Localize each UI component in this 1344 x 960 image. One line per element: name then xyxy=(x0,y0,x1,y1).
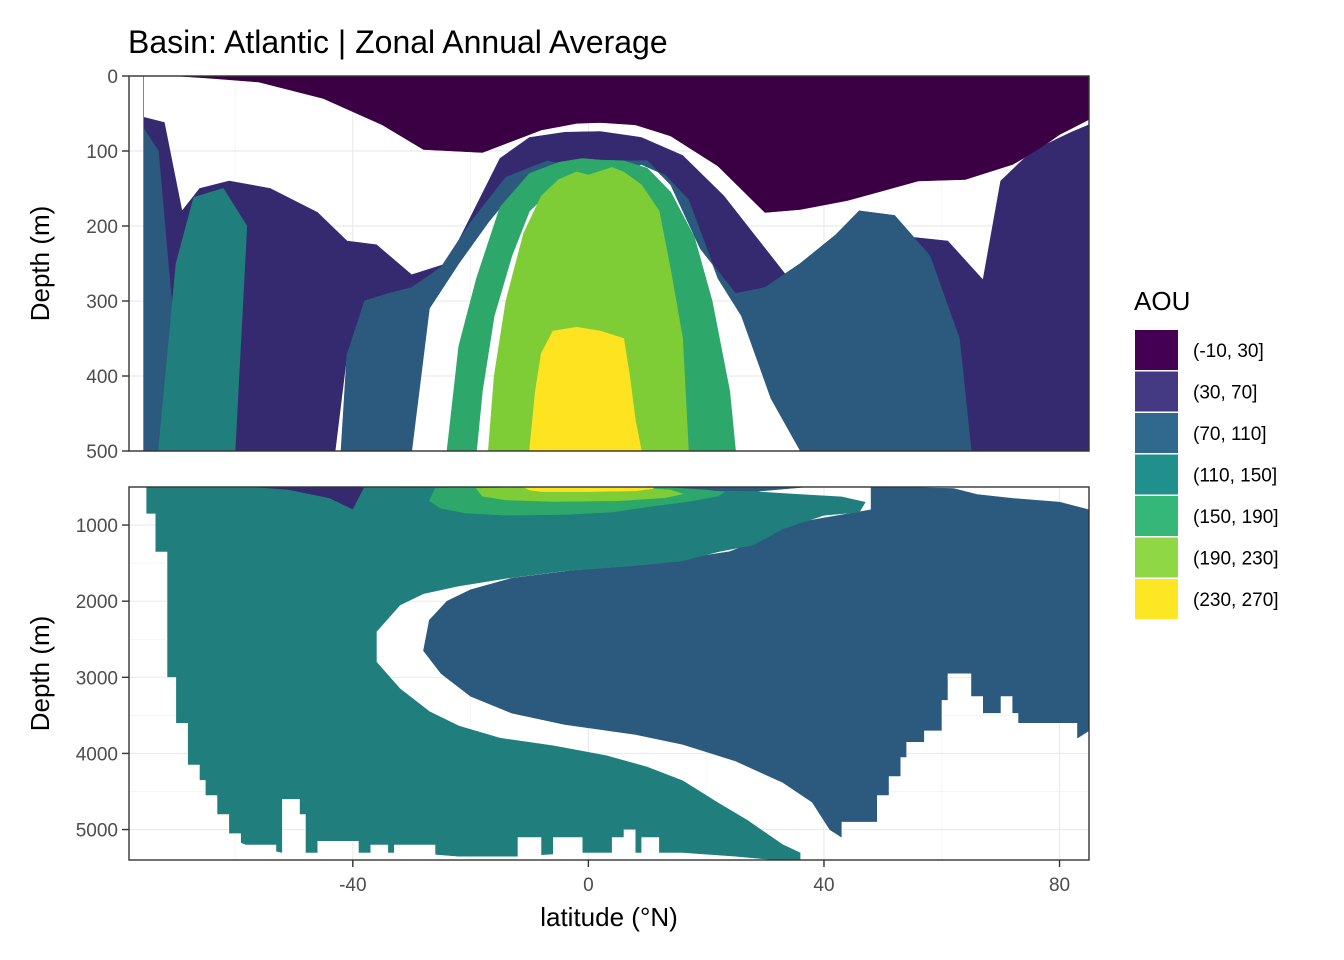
y-tick-label: 500 xyxy=(86,442,118,463)
y-tick-label: 200 xyxy=(86,217,118,238)
legend-label: (190, 230] xyxy=(1193,549,1279,570)
y-tick-label: 300 xyxy=(86,292,118,313)
legend-swatch xyxy=(1135,538,1178,578)
legend: AOU (-10, 30] (30, 70] (70, 110] (110, 150]… xyxy=(1134,286,1279,619)
x-tick-label: -40 xyxy=(339,875,366,896)
y-tick-label: 400 xyxy=(86,367,118,388)
legend-label: (110, 150] xyxy=(1193,466,1277,487)
x-tick-label: 40 xyxy=(813,875,834,896)
y-tick-label: 4000 xyxy=(76,744,118,765)
y-tick-label: 1000 xyxy=(76,516,118,537)
upper-y-axis: 0 100 200 300 400 500 xyxy=(86,67,129,463)
y-tick-label: 5000 xyxy=(76,821,118,842)
y-tick-label: 2000 xyxy=(76,592,118,613)
x-axis-title: latitude (°N) xyxy=(540,902,678,932)
legend-label: (230, 270] xyxy=(1193,590,1279,611)
chart-title: Basin: Atlantic | Zonal Annual Average xyxy=(128,24,668,60)
upper-y-axis-title: Depth (m) xyxy=(25,206,55,322)
legend-items: (-10, 30] (30, 70] (70, 110] (110, 150] (150… xyxy=(1135,330,1279,619)
panel-upper: 0 100 200 300 400 500 Depth (m) xyxy=(25,67,1089,463)
panel-lower: 1000 2000 3000 4000 5000 Depth (m) xyxy=(25,487,1089,860)
legend-swatch xyxy=(1135,413,1178,453)
legend-label: (30, 70] xyxy=(1193,383,1257,404)
y-tick-label: 0 xyxy=(107,67,118,88)
lower-y-axis: 1000 2000 3000 4000 5000 xyxy=(76,516,129,841)
y-tick-label: 100 xyxy=(86,142,118,163)
legend-swatch xyxy=(1135,496,1178,536)
legend-label: (70, 110] xyxy=(1193,424,1267,445)
legend-title: AOU xyxy=(1134,286,1190,316)
lower-y-axis-title: Depth (m) xyxy=(25,616,55,732)
legend-label: (150, 190] xyxy=(1193,507,1279,528)
legend-swatch xyxy=(1135,330,1178,370)
x-axis: -40 0 40 80 xyxy=(339,860,1070,896)
x-tick-label: 0 xyxy=(583,875,594,896)
legend-swatch xyxy=(1135,579,1178,619)
legend-label: (-10, 30] xyxy=(1193,341,1264,362)
x-tick-label: 80 xyxy=(1049,875,1070,896)
legend-swatch xyxy=(1135,455,1178,495)
aou-band-(230, 270] xyxy=(530,327,642,451)
y-tick-label: 3000 xyxy=(76,668,118,689)
legend-swatch xyxy=(1135,372,1178,412)
